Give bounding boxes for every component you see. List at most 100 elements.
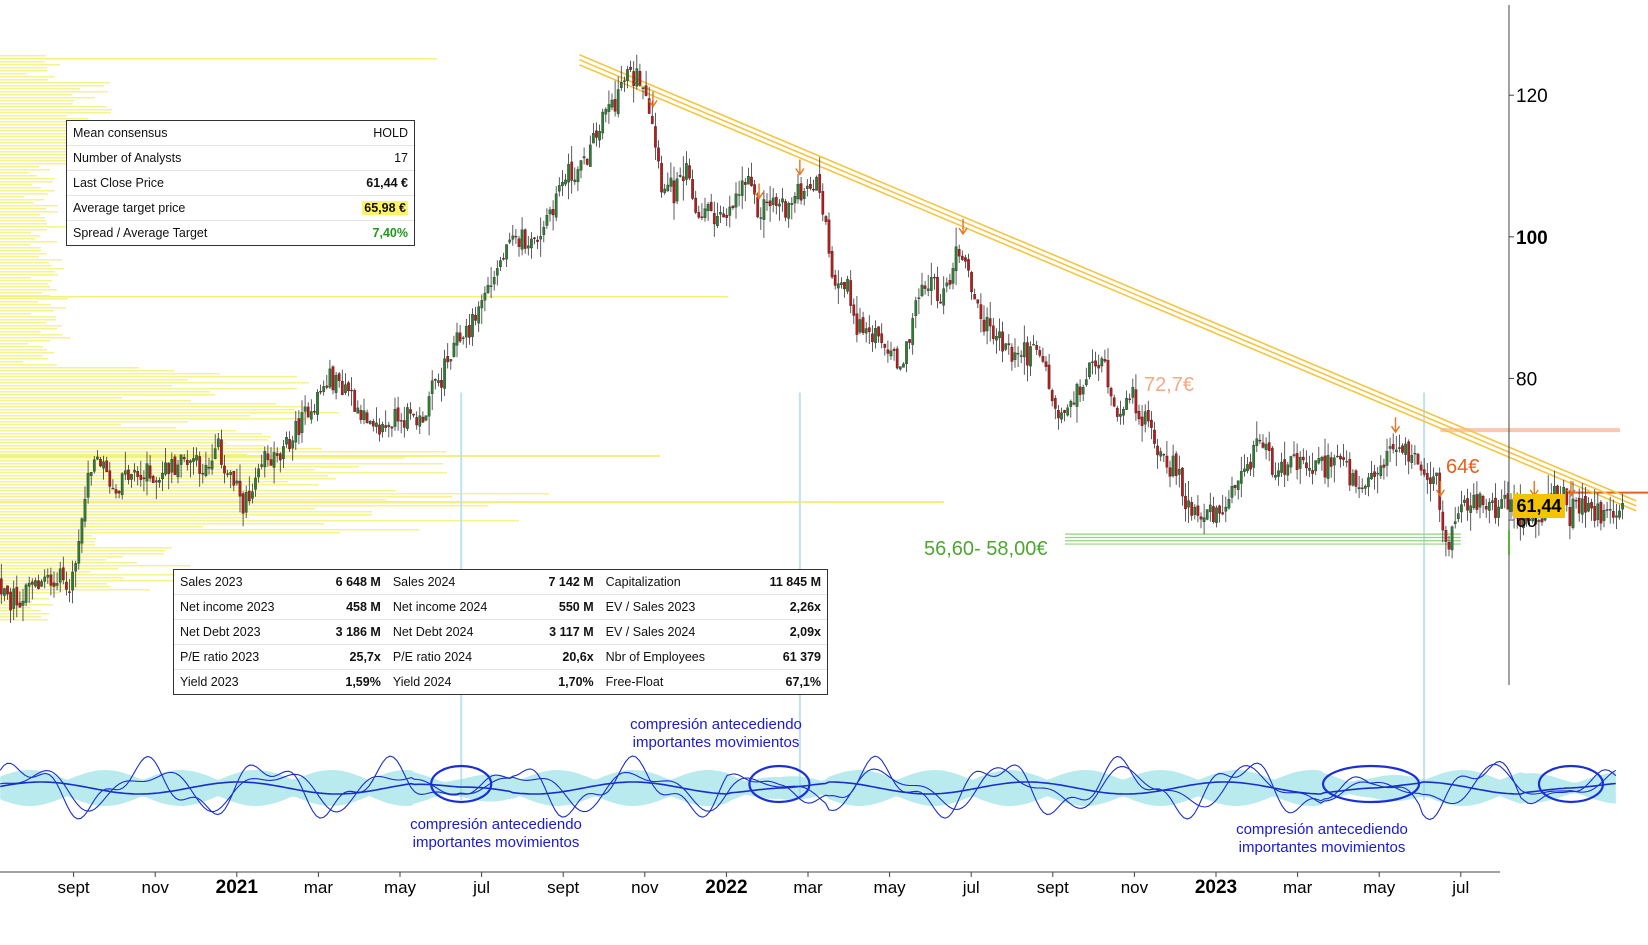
- candle-body: [1481, 496, 1485, 506]
- candle-body: [176, 464, 180, 478]
- volume-bar: [0, 559, 106, 561]
- compression-ellipse: [748, 764, 811, 804]
- target-price-label: Average target price: [67, 195, 316, 221]
- volume-bar: [0, 361, 23, 363]
- volume-bar: [0, 118, 88, 120]
- candle-body: [18, 602, 22, 608]
- candle-body: [356, 407, 360, 414]
- metric-label: Yield 2023: [180, 675, 239, 689]
- candle-body: [1215, 507, 1218, 523]
- candle-body: [948, 280, 952, 285]
- candle-body: [1342, 457, 1345, 460]
- candle-body: [499, 260, 502, 267]
- candle-body: [1153, 429, 1156, 444]
- candle-body: [1584, 495, 1587, 513]
- candle-body: [130, 474, 133, 480]
- candle-body: [592, 133, 595, 144]
- candle-body: [1469, 505, 1473, 513]
- candle-body: [52, 582, 56, 587]
- volume-bar: [0, 196, 24, 198]
- y-tick-label: 120: [1516, 86, 1548, 107]
- trendline-band: [579, 54, 1637, 502]
- volume-bar: [0, 181, 53, 183]
- volume-bar: [0, 412, 339, 414]
- volume-bar: [0, 316, 56, 318]
- y-tick-label: 100: [1516, 228, 1548, 249]
- note-line: compresión antecediendo: [1236, 821, 1408, 838]
- volume-bar: [0, 457, 405, 459]
- x-tick-label: jul: [472, 878, 490, 897]
- candle-body: [1494, 497, 1497, 518]
- y-tick-label: 80: [1516, 369, 1537, 390]
- volume-bar: [0, 328, 57, 330]
- last-price-label: 61,44: [1513, 494, 1565, 518]
- volume-bar: [0, 547, 172, 549]
- candle-body: [691, 179, 694, 199]
- volume-bar: [0, 493, 549, 495]
- volume-bar: [0, 184, 32, 186]
- candle-body: [644, 85, 648, 96]
- candle-body: [74, 563, 78, 572]
- candle-body: [995, 336, 998, 341]
- candle-body: [1010, 346, 1014, 362]
- candle-body: [1258, 439, 1262, 442]
- consensus-label: Mean consensus: [67, 121, 316, 146]
- candle-body: [350, 389, 353, 392]
- candle-body: [976, 299, 980, 304]
- x-tick-label: may: [384, 878, 417, 897]
- volume-bar: [0, 580, 198, 582]
- candle-body: [840, 282, 843, 286]
- volume-bar: [0, 379, 188, 381]
- candle-body: [623, 80, 626, 82]
- volume-bar: [0, 247, 41, 249]
- volume-bar: [0, 451, 446, 453]
- volume-bar: [0, 115, 67, 117]
- candle-body: [189, 460, 192, 463]
- candle-body: [492, 277, 496, 285]
- compression-note-3: compresión antecediendo importantes movi…: [1222, 821, 1422, 857]
- volume-bar: [0, 229, 47, 231]
- candle-body: [192, 458, 195, 462]
- candle-body: [1134, 389, 1138, 414]
- candle-body: [635, 68, 639, 87]
- candle-body: [1447, 542, 1451, 550]
- candle-body: [957, 249, 961, 257]
- metric-label: Sales 2024: [386, 570, 526, 595]
- candle-body: [1115, 407, 1119, 417]
- volume-bar: [0, 295, 50, 297]
- compression-ellipse: [430, 764, 493, 804]
- candle-body: [108, 470, 112, 487]
- volume-bar: [0, 61, 45, 63]
- candle-body: [443, 358, 446, 389]
- candle-body: [1057, 410, 1060, 419]
- candle-body: [402, 420, 406, 428]
- volume-bar: [0, 58, 437, 60]
- support-label: 56,60- 58,00€: [924, 538, 1048, 560]
- candle-body: [1407, 441, 1411, 462]
- candle-body: [638, 71, 642, 86]
- candle-body: [1001, 331, 1004, 352]
- candle-body: [182, 457, 186, 460]
- candle-body: [232, 470, 236, 486]
- swing-high-markers: [648, 91, 1576, 498]
- candle-body: [1041, 356, 1045, 362]
- candle-body: [728, 206, 732, 216]
- candle-body: [737, 194, 741, 196]
- candle-body: [939, 301, 942, 304]
- candle-body: [765, 201, 769, 204]
- candle-body: [334, 375, 338, 393]
- volume-bar: [0, 154, 79, 156]
- candle-body: [1336, 455, 1339, 458]
- candle-body: [257, 468, 260, 478]
- candle-body: [1004, 343, 1008, 350]
- candle-body: [303, 406, 307, 412]
- candle-body: [167, 462, 171, 475]
- volume-bar: [0, 97, 95, 99]
- candle-body: [331, 366, 335, 391]
- candle-body: [458, 332, 462, 342]
- volume-bar: [0, 82, 110, 84]
- volume-bar: [0, 220, 46, 222]
- volume-bar: [0, 160, 90, 162]
- candle-body: [1475, 494, 1479, 510]
- table-row: Net income 2023 458 M Net income 2024 550 M…: [174, 594, 827, 620]
